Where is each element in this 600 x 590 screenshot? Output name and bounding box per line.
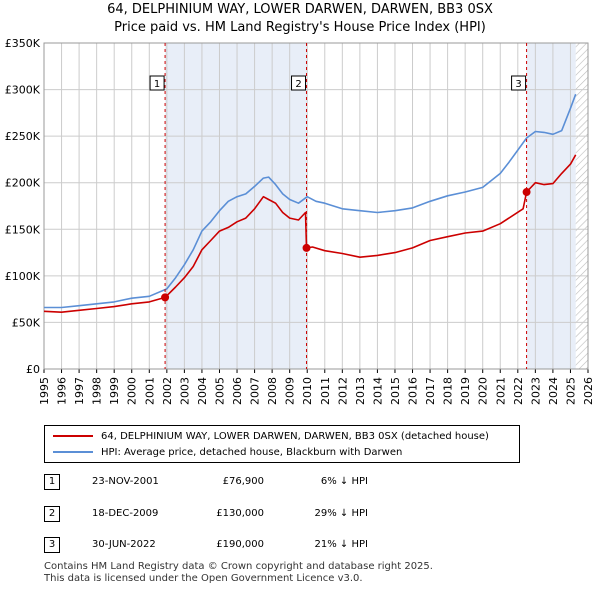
sale-point (302, 243, 311, 252)
y-tick-label: £100K (5, 270, 41, 283)
x-tick-label: 2026 (582, 377, 595, 405)
transaction-price: £76,900 (222, 476, 264, 487)
sale-point (161, 293, 170, 302)
x-tick-label: 2002 (161, 377, 174, 405)
x-tick-label: 2025 (564, 377, 577, 405)
x-tick-label: 2009 (284, 377, 297, 405)
x-tick-label: 2010 (301, 377, 314, 405)
transaction-hpi-diff: 6% ↓ HPI (320, 476, 368, 487)
x-tick-label: 2015 (389, 377, 402, 405)
transaction-price: £190,000 (216, 539, 264, 550)
hatched-region (575, 43, 588, 369)
legend-label-property: 64, DELPHINIUM WAY, LOWER DARWEN, DARWEN… (101, 430, 489, 442)
legend-label-hpi: HPI: Average price, detached house, Blac… (101, 446, 403, 458)
chart-title: 64, DELPHINIUM WAY, LOWER DARWEN, DARWEN… (107, 2, 493, 17)
x-tick-label: 2024 (547, 377, 560, 405)
x-tick-label: 2005 (213, 377, 226, 405)
x-tick-label: 2000 (126, 377, 139, 405)
chart-subtitle: Price paid vs. HM Land Registry's House … (114, 20, 486, 35)
series-line-property (43, 154, 577, 314)
y-tick-label: £50K (12, 316, 41, 329)
x-tick-label: 2003 (178, 377, 191, 405)
legend-item-hpi: HPI: Average price, detached house, Blac… (53, 444, 402, 460)
sale-marker-badge (149, 75, 165, 91)
footer-licence: This data is licensed under the Open Gov… (44, 573, 363, 584)
x-tick-label: 1998 (91, 377, 104, 405)
y-tick-label: £250K (5, 130, 41, 143)
legend-item-property: 64, DELPHINIUM WAY, LOWER DARWEN, DARWEN… (53, 428, 489, 444)
sale-marker-badge (511, 75, 527, 91)
x-tick-label: 2006 (231, 377, 244, 405)
transaction-number-badge: 1 (44, 474, 60, 490)
transaction-date: 23-NOV-2001 (92, 476, 159, 487)
sale-point (522, 188, 531, 197)
x-tick-label: 2014 (371, 377, 384, 405)
x-tick-label: 2021 (494, 377, 507, 405)
transaction-hpi-diff: 29% ↓ HPI (314, 508, 368, 519)
x-tick-label: 2008 (266, 377, 279, 405)
x-tick-label: 1997 (73, 377, 86, 405)
sale-marker-label: 3 (515, 79, 521, 90)
transaction-price: £130,000 (216, 508, 264, 519)
x-tick-label: 2022 (512, 377, 525, 405)
y-tick-label: £150K (5, 223, 41, 236)
x-tick-label: 2013 (354, 377, 367, 405)
x-tick-label: 2023 (529, 377, 542, 405)
y-tick-label: £0 (26, 363, 40, 376)
plot-frame (43, 42, 589, 370)
x-tick-label: 1996 (56, 377, 69, 405)
y-tick-label: £200K (5, 177, 41, 190)
x-tick-label: 2020 (477, 377, 490, 405)
x-tick-label: 2018 (442, 377, 455, 405)
y-tick-label: £350K (5, 37, 41, 50)
transaction-number-badge: 2 (44, 506, 60, 522)
x-tick-label: 2007 (249, 377, 262, 405)
legend-line-icon (53, 451, 93, 453)
shaded-period (526, 43, 576, 369)
x-tick-label: 2016 (407, 377, 420, 405)
x-tick-label: 1999 (108, 377, 121, 405)
table-row: 3 30-JUN-2022 £190,000 21% ↓ HPI (44, 537, 464, 555)
series-line-hpi (44, 93, 577, 309)
x-tick-label: 2012 (336, 377, 349, 405)
shaded-period (165, 43, 307, 369)
footer-copyright: Contains HM Land Registry data © Crown c… (44, 561, 433, 572)
legend: 64, DELPHINIUM WAY, LOWER DARWEN, DARWEN… (44, 425, 520, 463)
x-tick-label: 2004 (196, 377, 209, 405)
x-tick-label: 1995 (38, 377, 51, 405)
sale-marker-label: 1 (154, 79, 160, 90)
price-chart: £0 £50K £100K £150K £200K £250K £300K £350K 1995… (5, 37, 595, 405)
x-tick-label: 2001 (143, 377, 156, 405)
sale-marker-label: 2 (295, 79, 301, 90)
y-tick-label: £300K (5, 84, 41, 97)
x-tick-label: 2019 (459, 377, 472, 405)
table-row: 1 23-NOV-2001 £76,900 6% ↓ HPI (44, 474, 464, 492)
table-row: 2 18-DEC-2009 £130,000 29% ↓ HPI (44, 506, 464, 524)
x-tick-label: 2011 (319, 377, 332, 405)
legend-line-icon (53, 435, 93, 437)
transaction-date: 30-JUN-2022 (92, 539, 156, 550)
transaction-date: 18-DEC-2009 (92, 508, 159, 519)
transaction-hpi-diff: 21% ↓ HPI (314, 539, 368, 550)
sale-marker-badge (291, 75, 307, 91)
transaction-number-badge: 3 (44, 537, 60, 553)
x-tick-label: 2017 (424, 377, 437, 405)
